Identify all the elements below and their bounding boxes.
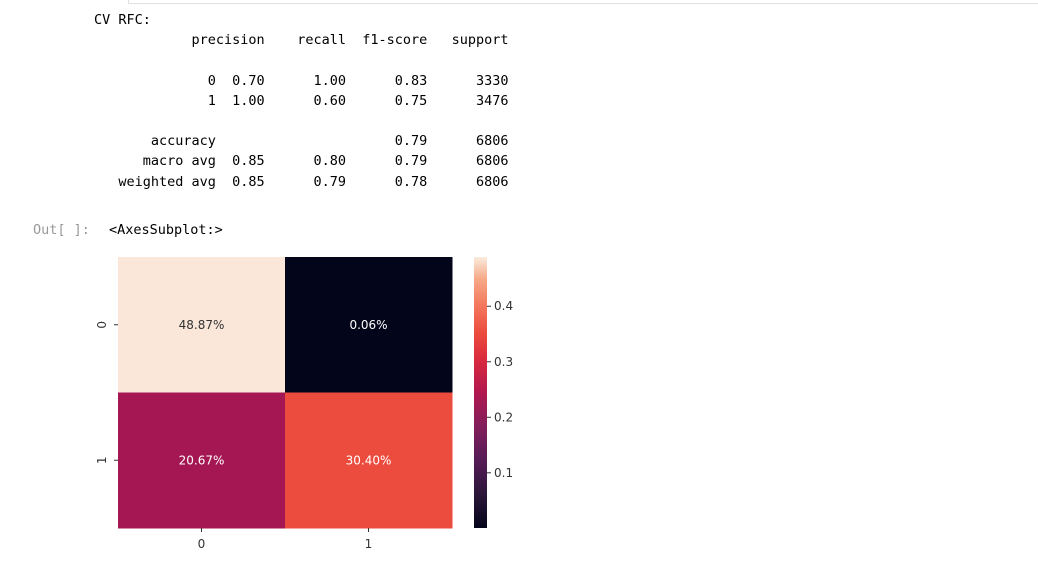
x-tick-label: 0 bbox=[198, 537, 206, 551]
classification-report: CV RFC: precision recall f1-score suppor… bbox=[94, 12, 509, 190]
colorbar-tick-label: 0.3 bbox=[494, 355, 513, 369]
colorbar-tick-label: 0.1 bbox=[494, 466, 513, 480]
heatmap-cell-1-1 bbox=[285, 392, 453, 529]
cell-top-border bbox=[128, 0, 1038, 4]
heatmap-cell-1-0 bbox=[118, 392, 286, 529]
heatmap-cell-0-1 bbox=[285, 257, 453, 393]
colorbar-tick-label: 0.4 bbox=[494, 299, 513, 313]
y-tick-label: 0 bbox=[95, 321, 109, 329]
colorbar bbox=[474, 257, 487, 528]
output-prompt: Out[ ]: bbox=[33, 222, 90, 238]
colorbar-tick-label: 0.2 bbox=[494, 410, 513, 424]
x-tick-label: 1 bbox=[365, 537, 373, 551]
heatmap-annotation-1-1: 30.40% bbox=[346, 453, 392, 467]
heatmap-annotation-1-0: 20.67% bbox=[179, 453, 225, 467]
y-tick-label: 1 bbox=[95, 456, 109, 464]
heatmap-annotation-0-1: 0.06% bbox=[349, 318, 387, 332]
output-text: <AxesSubplot:> bbox=[109, 222, 223, 238]
heatmap-annotation-0-0: 48.87% bbox=[179, 318, 225, 332]
heatmap-cell-0-0 bbox=[118, 257, 286, 393]
